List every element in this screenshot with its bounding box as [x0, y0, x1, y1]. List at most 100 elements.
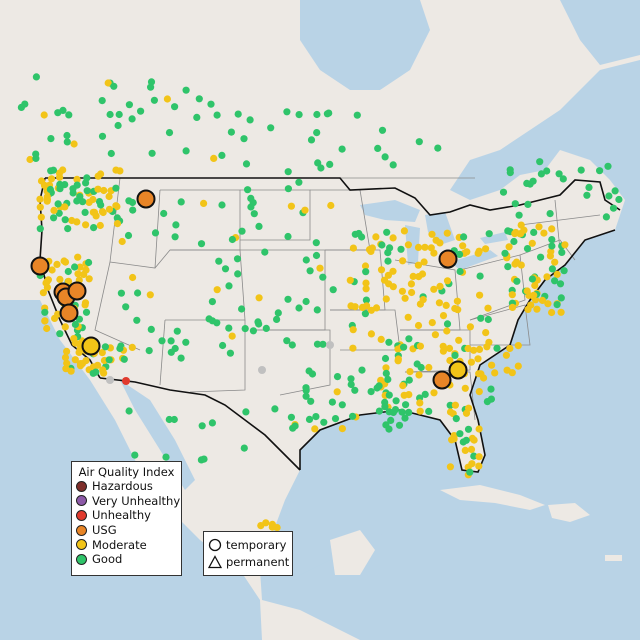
- station-marker: [218, 201, 226, 209]
- station-marker: [249, 199, 257, 207]
- station-marker: [475, 370, 483, 378]
- station-marker: [284, 168, 292, 176]
- station-markers: [17, 73, 623, 532]
- station-marker: [47, 135, 55, 143]
- station-marker: [74, 253, 82, 261]
- station-marker: [208, 298, 216, 306]
- station-marker: [531, 281, 539, 290]
- station-marker: [82, 221, 90, 229]
- station-marker: [443, 320, 452, 328]
- station-marker: [528, 239, 536, 247]
- temporary-monitor-marker: [30, 256, 50, 276]
- station-marker: [97, 170, 105, 178]
- station-marker: [461, 384, 469, 392]
- station-marker: [524, 305, 532, 313]
- station-marker: [459, 242, 467, 250]
- station-marker: [313, 110, 321, 119]
- station-marker: [250, 210, 258, 218]
- station-marker: [389, 283, 397, 291]
- temporary-monitor-marker: [432, 370, 452, 390]
- station-marker: [64, 225, 72, 233]
- station-marker: [26, 155, 34, 164]
- station-marker: [76, 362, 85, 370]
- legend-label: USG: [92, 523, 117, 538]
- station-marker: [129, 273, 137, 282]
- station-marker: [474, 355, 482, 363]
- station-marker: [556, 280, 565, 288]
- station-marker: [470, 452, 478, 460]
- station-marker: [82, 357, 90, 365]
- station-marker: [476, 272, 484, 280]
- station-marker: [146, 291, 154, 299]
- station-marker: [32, 73, 41, 81]
- station-marker: [454, 306, 462, 314]
- station-marker: [504, 263, 512, 271]
- station-marker: [295, 304, 303, 312]
- station-marker: [419, 296, 427, 304]
- station-marker: [284, 185, 292, 193]
- station-marker: [104, 79, 112, 87]
- station-marker: [443, 277, 452, 285]
- station-marker: [43, 324, 51, 333]
- station-marker: [399, 257, 407, 265]
- station-marker: [431, 331, 439, 339]
- station-marker: [502, 351, 510, 359]
- station-marker: [468, 434, 476, 442]
- station-marker: [65, 111, 73, 119]
- station-marker: [36, 225, 44, 233]
- station-marker: [160, 209, 168, 218]
- station-marker: [400, 227, 408, 235]
- station-marker: [443, 327, 451, 335]
- station-marker: [63, 347, 71, 355]
- station-marker: [41, 308, 49, 316]
- station-marker: [39, 289, 48, 297]
- station-marker: [416, 399, 424, 407]
- station-marker: [347, 375, 355, 383]
- moderate-swatch: [76, 539, 87, 551]
- station-marker: [543, 167, 551, 175]
- station-marker: [530, 291, 538, 299]
- station-marker: [466, 323, 474, 331]
- temporary-monitor-marker: [448, 360, 468, 380]
- station-marker: [387, 416, 395, 424]
- station-marker: [219, 341, 227, 350]
- station-marker: [537, 170, 546, 178]
- station-marker: [548, 242, 556, 250]
- station-marker: [41, 317, 49, 325]
- station-marker: [137, 107, 145, 115]
- station-marker: [221, 265, 230, 273]
- triangle-icon: [208, 554, 222, 568]
- legend-item-permanent: permanent: [208, 553, 292, 570]
- station-marker: [596, 167, 604, 175]
- station-marker: [452, 415, 460, 423]
- station-marker: [361, 262, 370, 270]
- station-marker: [82, 179, 90, 187]
- station-marker: [128, 115, 136, 123]
- station-marker: [394, 355, 402, 363]
- station-marker: [313, 129, 321, 137]
- station-marker: [400, 391, 408, 399]
- station-marker: [105, 356, 113, 364]
- station-marker: [413, 360, 421, 368]
- station-marker: [553, 270, 561, 278]
- station-marker: [349, 244, 357, 252]
- station-marker: [145, 347, 153, 355]
- station-marker: [122, 303, 130, 311]
- station-marker: [129, 206, 137, 214]
- station-marker: [302, 297, 310, 306]
- station-marker: [540, 229, 548, 237]
- station-marker: [362, 268, 370, 276]
- station-marker: [382, 295, 390, 303]
- station-marker: [70, 335, 78, 343]
- station-marker: [56, 185, 64, 193]
- station-marker: [273, 315, 281, 323]
- station-marker: [238, 227, 246, 235]
- station-marker: [374, 144, 382, 152]
- station-marker: [50, 206, 58, 214]
- station-marker: [551, 258, 559, 266]
- station-marker: [382, 364, 390, 372]
- station-marker: [361, 310, 369, 318]
- station-marker: [257, 522, 265, 530]
- station-marker: [173, 327, 181, 335]
- station-marker: [225, 324, 233, 332]
